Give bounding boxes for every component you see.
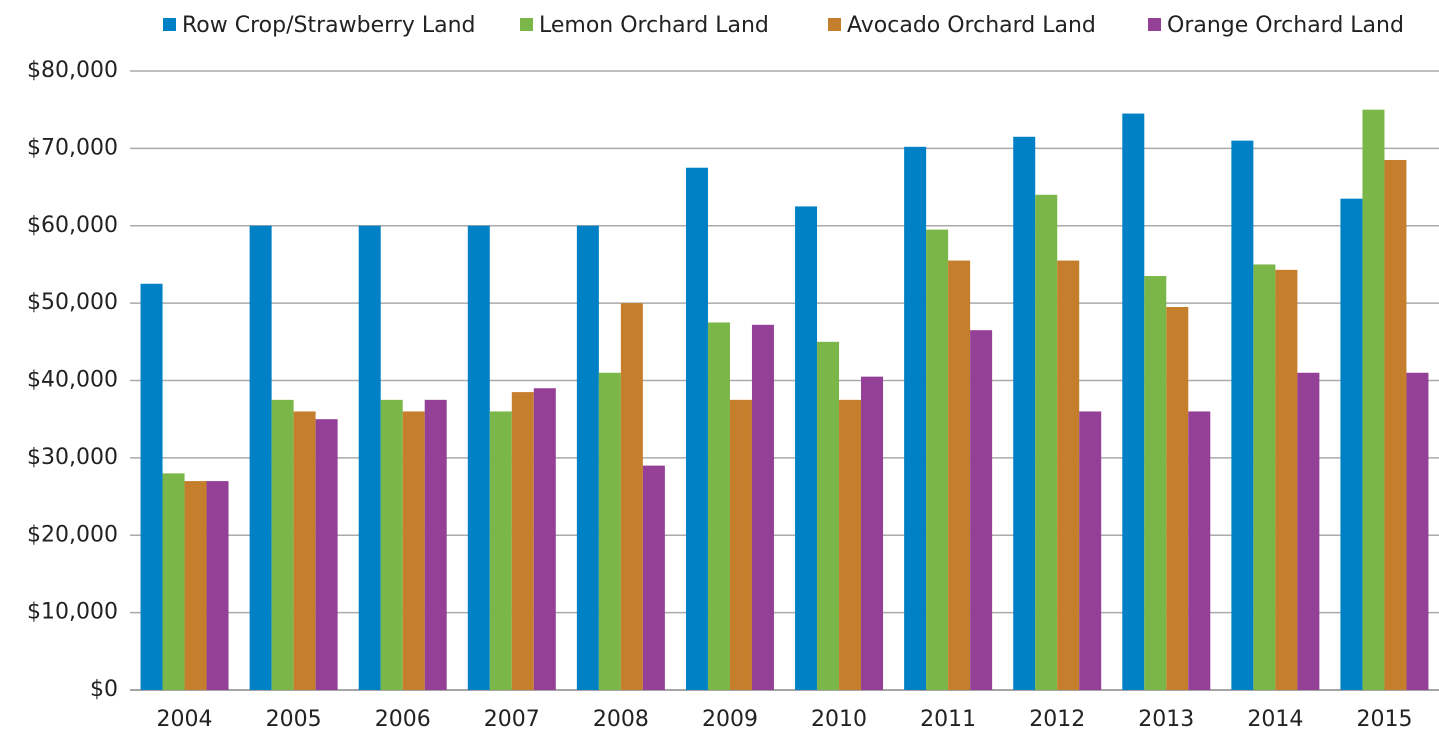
y-tick-label: $0: [90, 677, 118, 702]
y-tick-label: $10,000: [27, 600, 118, 625]
bar: [685, 167, 708, 690]
bar: [1297, 372, 1320, 690]
bar: [402, 411, 425, 690]
bar: [293, 411, 316, 690]
bar: [970, 330, 993, 690]
bar: [1188, 411, 1211, 690]
bar: [489, 411, 512, 690]
bar: [380, 399, 403, 690]
y-tick-label: $80,000: [27, 58, 118, 83]
bar: [271, 399, 294, 690]
bar: [729, 399, 752, 690]
legend-label: Orange Orchard Land: [1167, 13, 1404, 38]
x-tick-label: 2009: [702, 707, 758, 732]
bar: [1253, 264, 1276, 690]
bar: [1340, 198, 1363, 690]
bar: [162, 473, 185, 690]
bar: [795, 206, 818, 690]
bar: [184, 481, 207, 690]
bar: [707, 322, 730, 690]
bar: [249, 225, 272, 690]
x-tick-label: 2005: [266, 707, 322, 732]
legend-swatch: [520, 18, 533, 31]
legend-swatch: [828, 18, 841, 31]
bar: [424, 399, 447, 690]
y-tick-label: $20,000: [27, 522, 118, 547]
bar: [1122, 113, 1145, 690]
x-tick-label: 2014: [1247, 707, 1303, 732]
bar: [358, 225, 381, 690]
bar: [1057, 260, 1080, 690]
bar: [904, 146, 927, 690]
bar: [598, 372, 621, 690]
x-tick-label: 2010: [811, 707, 867, 732]
bar: [948, 260, 971, 690]
legend-label: Row Crop/Strawberry Land: [182, 13, 475, 38]
bar: [1079, 411, 1102, 690]
bar: [817, 341, 840, 690]
bar: [206, 481, 229, 690]
bar: [751, 324, 774, 690]
x-tick-label: 2008: [593, 707, 649, 732]
y-tick-label: $50,000: [27, 290, 118, 315]
bar: [511, 392, 534, 690]
bar: [1231, 140, 1254, 690]
x-tick-label: 2011: [920, 707, 976, 732]
bar: [1406, 372, 1429, 690]
bar: [1275, 269, 1298, 690]
x-tick-label: 2006: [375, 707, 431, 732]
bar: [467, 225, 490, 690]
bar: [533, 388, 556, 690]
x-tick-label: 2015: [1356, 707, 1412, 732]
bar: [642, 465, 665, 690]
bar: [861, 376, 884, 690]
x-tick-label: 2004: [157, 707, 213, 732]
legend-swatch: [163, 18, 176, 31]
x-tick-label: 2013: [1138, 707, 1194, 732]
bar: [576, 225, 599, 690]
bar: [620, 303, 643, 690]
bar: [926, 229, 949, 690]
x-tick-label: 2007: [484, 707, 540, 732]
x-tick-label: 2012: [1029, 707, 1085, 732]
y-tick-label: $40,000: [27, 368, 118, 393]
bar: [1144, 276, 1167, 690]
bar: [1384, 159, 1407, 690]
legend-label: Lemon Orchard Land: [539, 13, 769, 38]
bar: [140, 283, 163, 690]
bar: [315, 419, 338, 690]
bar: [839, 399, 862, 690]
y-tick-label: $70,000: [27, 135, 118, 160]
bar: [1013, 136, 1036, 691]
legend-label: Avocado Orchard Land: [847, 13, 1096, 38]
legend-swatch: [1148, 18, 1161, 31]
y-tick-label: $30,000: [27, 445, 118, 470]
bar: [1362, 109, 1385, 690]
bar: [1166, 306, 1189, 690]
bar: [1035, 194, 1058, 691]
y-tick-label: $60,000: [27, 213, 118, 238]
